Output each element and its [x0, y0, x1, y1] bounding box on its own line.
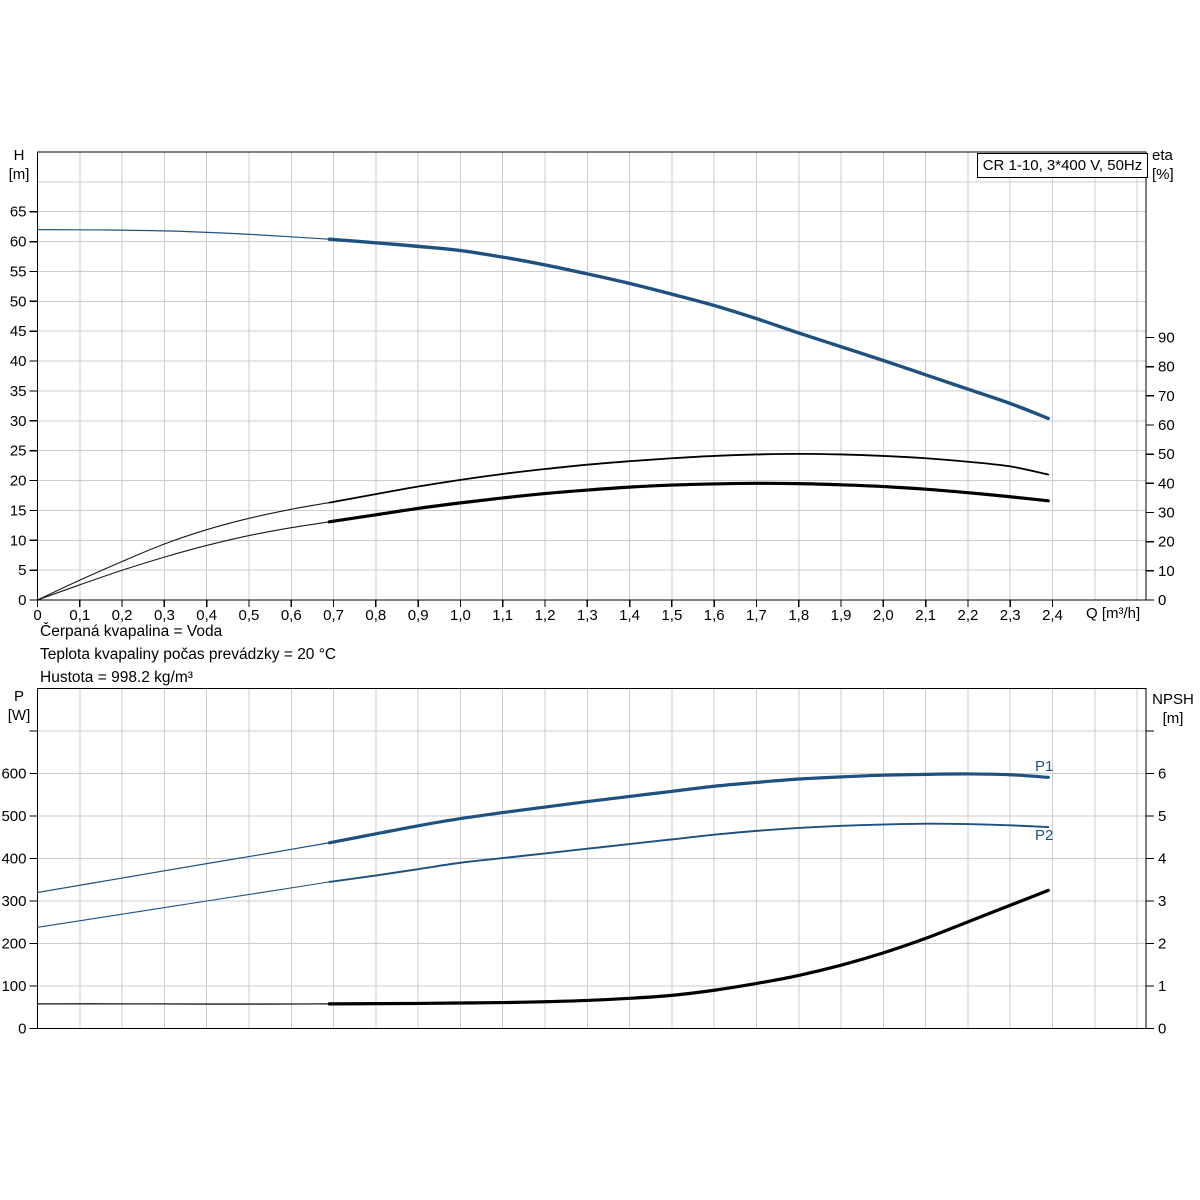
svg-text:0,5: 0,5: [239, 607, 260, 624]
eta-axis-label-symbol: eta: [1152, 147, 1173, 164]
svg-text:80: 80: [1158, 359, 1175, 376]
svg-text:2,3: 2,3: [1000, 607, 1021, 624]
p-axis-label-unit: [W]: [7, 707, 31, 724]
svg-text:0: 0: [18, 1021, 26, 1038]
p1-curve-label: P1: [1035, 758, 1054, 775]
svg-text:1,5: 1,5: [661, 607, 682, 624]
svg-text:50: 50: [1158, 446, 1175, 463]
svg-text:0: 0: [33, 607, 41, 624]
svg-text:1,8: 1,8: [788, 607, 809, 624]
svg-text:500: 500: [1, 808, 26, 825]
svg-text:2,2: 2,2: [958, 607, 979, 624]
svg-text:0: 0: [18, 592, 26, 609]
svg-text:600: 600: [1, 766, 26, 783]
svg-text:1,6: 1,6: [704, 607, 725, 624]
svg-text:35: 35: [10, 383, 27, 400]
svg-text:1,0: 1,0: [450, 607, 471, 624]
svg-text:70: 70: [1158, 388, 1175, 405]
svg-text:30: 30: [1158, 505, 1175, 522]
svg-text:0,9: 0,9: [408, 607, 429, 624]
svg-text:0,7: 0,7: [323, 607, 344, 624]
svg-text:0,6: 0,6: [281, 607, 302, 624]
svg-text:2,0: 2,0: [873, 607, 894, 624]
svg-text:40: 40: [1158, 475, 1175, 492]
svg-text:60: 60: [1158, 417, 1175, 434]
operating-conditions: Čerpaná kvapalina = Voda Teplota kvapali…: [40, 620, 336, 689]
svg-text:90: 90: [1158, 330, 1175, 347]
svg-text:15: 15: [10, 502, 27, 519]
svg-text:30: 30: [10, 413, 27, 430]
p2-curve-label: P2: [1035, 827, 1054, 844]
svg-text:5: 5: [1158, 808, 1166, 825]
p-axis-label-symbol: P: [13, 688, 24, 705]
svg-text:40: 40: [10, 353, 27, 370]
npsh-axis-label-symbol: NPSH: [1152, 691, 1194, 708]
svg-text:0,3: 0,3: [154, 607, 175, 624]
svg-text:0,1: 0,1: [69, 607, 90, 624]
svg-text:100: 100: [1, 978, 26, 995]
eta-axis-label: eta [%]: [1152, 146, 1194, 184]
svg-text:0: 0: [1158, 592, 1166, 609]
svg-text:10: 10: [10, 532, 27, 549]
svg-text:200: 200: [1, 936, 26, 953]
q-axis-label: Q [m³/h]: [1086, 605, 1141, 622]
svg-text:60: 60: [10, 234, 27, 251]
svg-text:1,9: 1,9: [831, 607, 852, 624]
info-line-density: Hustota = 998.2 kg/m³: [40, 669, 193, 686]
svg-text:1,3: 1,3: [577, 607, 598, 624]
svg-text:300: 300: [1, 893, 26, 910]
svg-text:65: 65: [10, 204, 27, 221]
svg-text:20: 20: [10, 473, 27, 490]
svg-text:20: 20: [1158, 534, 1175, 551]
svg-text:0,2: 0,2: [112, 607, 133, 624]
pump-model-title-box: CR 1-10, 3*400 V, 50Hz: [977, 153, 1148, 178]
svg-text:10: 10: [1158, 563, 1175, 580]
svg-text:1,1: 1,1: [492, 607, 513, 624]
svg-text:0,8: 0,8: [365, 607, 386, 624]
svg-text:0: 0: [1158, 1021, 1166, 1038]
svg-text:25: 25: [10, 443, 27, 460]
svg-text:1,7: 1,7: [746, 607, 767, 624]
svg-text:5: 5: [18, 562, 26, 579]
svg-text:55: 55: [10, 263, 27, 280]
info-line-liquid: Čerpaná kvapalina = Voda: [40, 623, 223, 640]
eta-axis-label-unit: [%]: [1152, 166, 1174, 183]
svg-text:2: 2: [1158, 936, 1166, 953]
svg-text:400: 400: [1, 851, 26, 868]
npsh-axis-label: NPSH [m]: [1148, 690, 1198, 728]
svg-text:1,4: 1,4: [619, 607, 640, 624]
h-axis-label: H [m]: [2, 146, 36, 184]
h-axis-label-unit: [m]: [8, 166, 30, 183]
svg-text:3: 3: [1158, 893, 1166, 910]
svg-text:4: 4: [1158, 851, 1166, 868]
svg-text:6: 6: [1158, 766, 1166, 783]
svg-text:1: 1: [1158, 978, 1166, 995]
svg-text:45: 45: [10, 323, 27, 340]
p-axis-label: P [W]: [2, 687, 36, 725]
svg-text:2,4: 2,4: [1042, 607, 1063, 624]
h-axis-label-symbol: H: [13, 147, 25, 164]
svg-text:0,4: 0,4: [196, 607, 217, 624]
svg-text:2,1: 2,1: [915, 607, 936, 624]
npsh-axis-label-unit: [m]: [1162, 710, 1184, 727]
svg-text:50: 50: [10, 293, 27, 310]
info-line-temperature: Teplota kvapaliny počas prevádzky = 20 °…: [40, 646, 337, 663]
svg-text:1,2: 1,2: [535, 607, 556, 624]
